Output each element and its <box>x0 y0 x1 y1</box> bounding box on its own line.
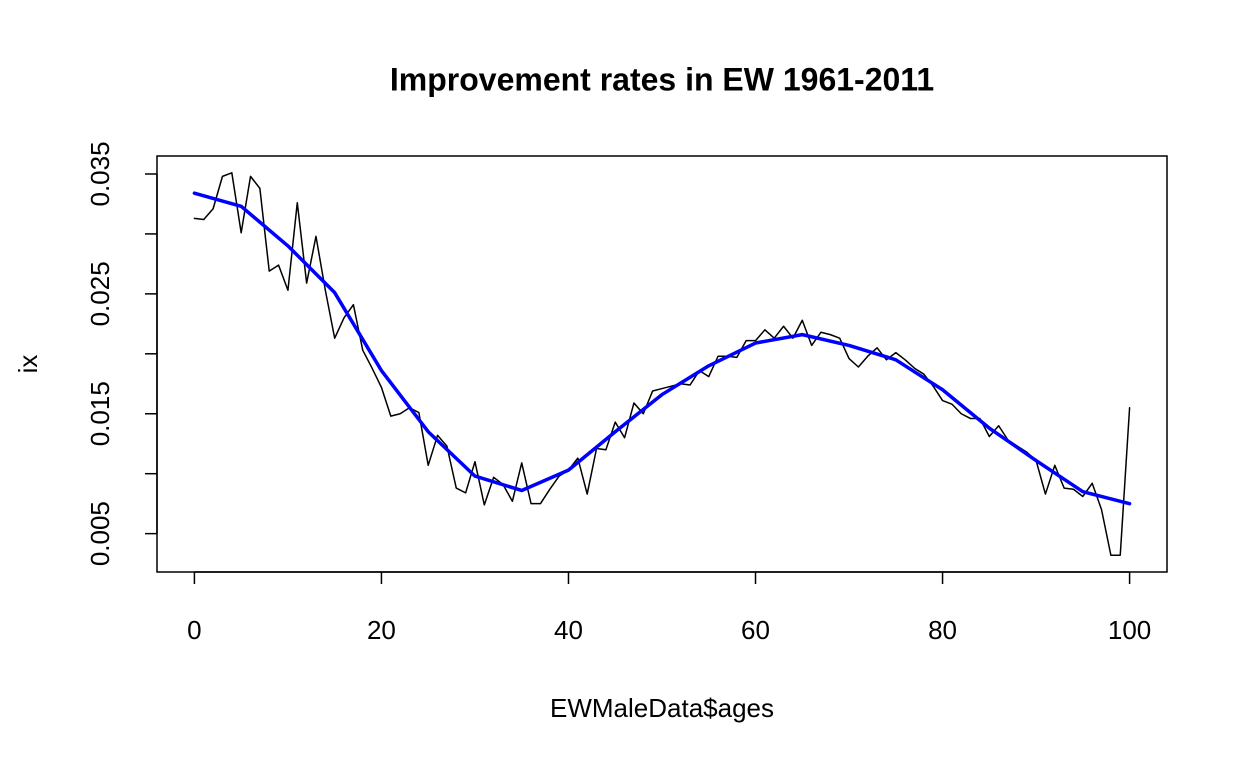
y-tick-label: 0.015 <box>85 381 115 446</box>
chart-title: Improvement rates in EW 1961-2011 <box>390 61 934 97</box>
x-tick-label: 40 <box>554 615 583 645</box>
x-axis-label: EWMaleData$ages <box>550 693 774 723</box>
y-tick-label: 0.025 <box>85 261 115 326</box>
x-tick-label: 0 <box>187 615 201 645</box>
y-tick-label: 0.005 <box>85 501 115 566</box>
x-tick-label: 80 <box>928 615 957 645</box>
data-line <box>192 191 1132 506</box>
x-tick-label: 20 <box>367 615 396 645</box>
x-tick-label: 100 <box>1108 615 1151 645</box>
x-tick-label: 60 <box>741 615 770 645</box>
y-axis-label: ix <box>13 355 43 374</box>
data-line <box>193 172 1131 556</box>
y-tick-label: 0.035 <box>85 141 115 206</box>
